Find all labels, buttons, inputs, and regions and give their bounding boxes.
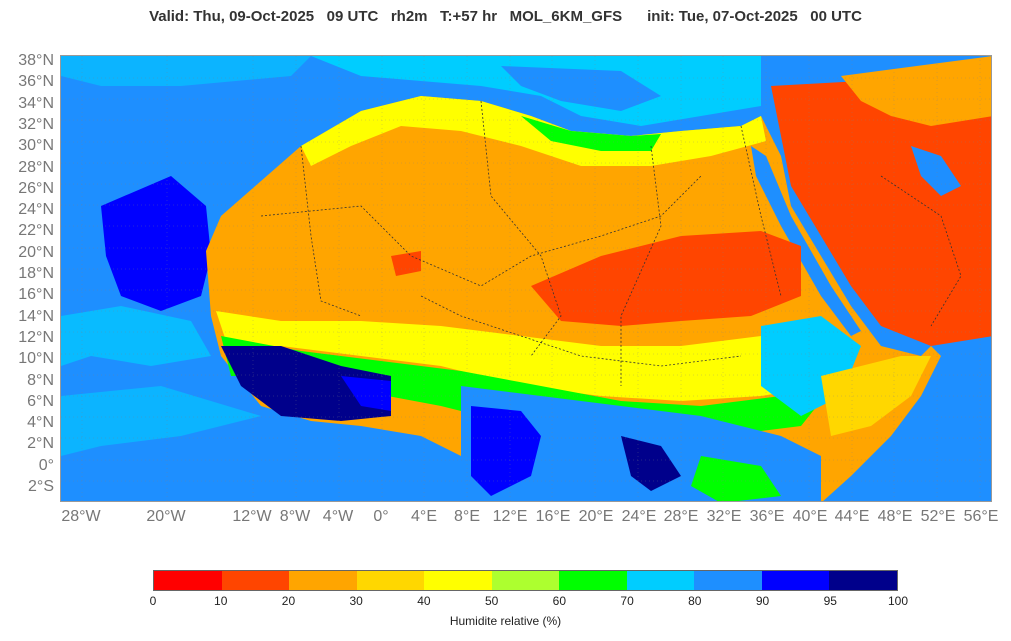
mediterranean-region — [501, 66, 661, 111]
sahel-region — [216, 311, 851, 401]
colorbar-segment — [154, 571, 222, 590]
latitude-label: 20°N — [18, 243, 54, 261]
sahel-moist-region — [221, 336, 821, 436]
latitude-label: 12°N — [18, 328, 54, 346]
longitude-label: 4°E — [411, 508, 437, 525]
arabia-region — [841, 56, 991, 126]
longitude-label: 8°E — [454, 508, 480, 525]
ocean-moist-region — [61, 56, 311, 86]
longitude-label: 20°W — [146, 508, 186, 525]
colorbar-tick-label: 0 — [149, 594, 157, 608]
colorbar-tick-label: 40 — [417, 594, 431, 608]
colorbar-label: Humidite relative (%) — [449, 614, 562, 628]
latitude-label: 2°S — [28, 478, 54, 495]
longitude-label: 24°E — [621, 508, 657, 525]
latitude-label: 28°N — [18, 158, 54, 176]
latitude-label: 38°N — [18, 52, 54, 69]
country-borders — [260, 100, 962, 386]
longitude-label: 12°W — [232, 508, 272, 525]
horn-of-africa-region — [821, 356, 931, 436]
latitude-label: 2°N — [27, 435, 54, 453]
colorbar-segment — [761, 571, 830, 590]
latitude-label: 30°N — [18, 137, 54, 155]
guinea-humid-region — [221, 346, 391, 421]
colorbar-tick-label: 60 — [552, 594, 567, 608]
coastal-moist-region — [521, 116, 661, 151]
colorbar-segment — [356, 571, 425, 590]
arabia-dry-region — [771, 66, 991, 346]
latitude-label: 24°N — [18, 201, 54, 219]
colorbar-tick-label: 10 — [214, 594, 228, 608]
latitude-label: 8°N — [27, 371, 54, 389]
longitude-label: 28°E — [663, 508, 699, 525]
longitude-label: 40°E — [792, 508, 828, 525]
latitude-label: 34°N — [18, 94, 54, 112]
colorbar-segment — [829, 571, 898, 590]
colorbar-segment — [424, 571, 492, 590]
longitude-label: 12°E — [492, 508, 528, 525]
longitude-label: 16°E — [535, 508, 571, 525]
colorbar — [153, 570, 898, 591]
ocean-humid-region — [101, 176, 211, 311]
colorbar-tick-label: 90 — [755, 594, 770, 608]
colorbar-tick-label: 30 — [349, 594, 363, 608]
colorbar-tick-label: 70 — [620, 594, 634, 608]
longitude-label: 48°E — [877, 508, 913, 525]
sahara-dry-region — [531, 231, 801, 326]
latitude-label: 16°N — [18, 286, 54, 304]
ocean-moist-region — [61, 306, 211, 366]
longitude-label: 20°E — [578, 508, 614, 525]
colorbar-tick-label: 20 — [281, 594, 296, 608]
latitude-label: 0° — [38, 456, 54, 474]
congo-humid-region — [471, 406, 541, 496]
longitude-label: 4°W — [322, 508, 354, 525]
longitude-label: 32°E — [706, 508, 742, 525]
ocean-moist-region — [61, 386, 261, 456]
colorbar-tick-label: 95 — [823, 594, 837, 608]
latitude-label: 14°N — [18, 307, 54, 325]
longitude-label: 28°W — [61, 508, 101, 525]
longitude-label: 52°E — [920, 508, 956, 525]
latitude-label: 18°N — [18, 265, 54, 282]
latitude-label: 10°N — [18, 350, 54, 368]
latitude-label: 4°N — [27, 414, 54, 432]
colorbar-tick-label: 50 — [484, 594, 499, 608]
humidity-map — [60, 55, 992, 502]
colorbar-tick-label: 80 — [688, 594, 702, 608]
persian-gulf — [911, 146, 961, 196]
latitude-label: 32°N — [18, 115, 54, 133]
latitude-label: 6°N — [27, 392, 54, 410]
latitude-label: 22°N — [18, 222, 54, 240]
longitude-label: 36°E — [749, 508, 785, 525]
longitude-label: 8°W — [279, 508, 311, 525]
guinea-humid-region — [341, 376, 391, 411]
longitude-label: 56°E — [963, 508, 999, 525]
colorbar-segment — [491, 571, 560, 590]
colorbar-segment — [626, 571, 695, 590]
longitude-label: 44°E — [834, 508, 870, 525]
colorbar-segment — [694, 571, 762, 590]
red-sea — [751, 146, 861, 336]
colorbar-segment — [289, 571, 357, 590]
colorbar-tick-label: 100 — [887, 594, 909, 608]
longitude-label: 0° — [373, 508, 389, 525]
congo-region — [691, 456, 781, 501]
congo-humid-region — [621, 436, 681, 491]
colorbar-segment — [559, 571, 627, 590]
map-title: Valid: Thu, 09-Oct-2025 09 UTC rh2m T:+5… — [149, 8, 862, 25]
humidity-map-svg — [61, 56, 991, 501]
latitude-label: 26°N — [18, 179, 54, 197]
latitude-label: 36°N — [18, 73, 54, 91]
colorbar-segment — [221, 571, 290, 590]
